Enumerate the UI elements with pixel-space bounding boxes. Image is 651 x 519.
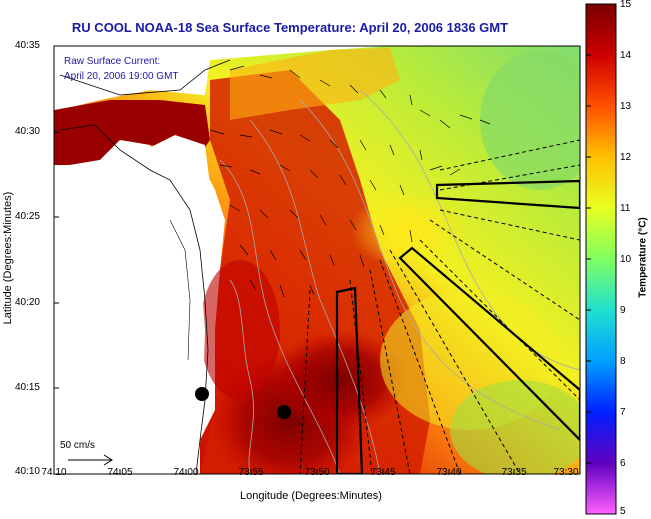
colorbar-label: Temperature (°C)	[637, 217, 649, 298]
scale-label: 50 cm/s	[60, 440, 96, 451]
colorbar-tick-label: 13	[620, 101, 632, 112]
y-tick-label: 40:15	[14, 382, 40, 393]
y-tick-label: 40:10	[14, 466, 40, 477]
axis-ticks	[53, 45, 581, 475]
y-axis-label: Latitude (Degrees:Minutes)	[2, 191, 14, 325]
y-tick-label: 40:30	[14, 126, 40, 137]
current-legend-line1: Raw Surface Current:	[64, 56, 161, 67]
colorbar-tick-label: 10	[620, 254, 632, 265]
colorbar-tick-label: 8	[620, 356, 626, 367]
colorbar-tick-label: 6	[620, 458, 626, 469]
x-tick-label: 74:10	[41, 467, 67, 478]
current-vectors	[209, 65, 491, 298]
sst-field	[54, 46, 580, 474]
y-tick-label: 40:35	[14, 40, 40, 51]
colorbar-tick-label: 7	[620, 407, 626, 418]
x-tick-label: 73:30	[553, 467, 579, 478]
x-tick-label: 73:40	[436, 467, 462, 478]
scale-arrow	[68, 454, 113, 466]
y-tick-label: 40:20	[14, 297, 40, 308]
current-legend-line2: April 20, 2006 19:00 GMT	[64, 71, 179, 82]
colorbar-tick-label: 12	[620, 152, 632, 163]
x-tick-label: 73:45	[370, 467, 396, 478]
map-title: RU COOL NOAA-18 Sea Surface Temperature:…	[71, 20, 509, 35]
colorbar-tick-label: 11	[620, 203, 631, 214]
colorbar-tick-label: 9	[620, 305, 626, 316]
x-axis-label: Longitude (Degrees:Minutes)	[240, 490, 382, 502]
colorbar-tick-label: 15	[620, 0, 632, 10]
colorbar-tick-label: 14	[620, 50, 632, 61]
x-tick-label: 74:05	[107, 467, 133, 478]
x-tick-label: 73:35	[501, 467, 527, 478]
x-tick-label: 73:50	[304, 467, 330, 478]
colorbar-tick-label: 5	[620, 506, 626, 517]
y-tick-label: 40:25	[14, 211, 40, 222]
x-tick-label: 73:55	[238, 467, 264, 478]
x-tick-label: 74:00	[173, 467, 199, 478]
